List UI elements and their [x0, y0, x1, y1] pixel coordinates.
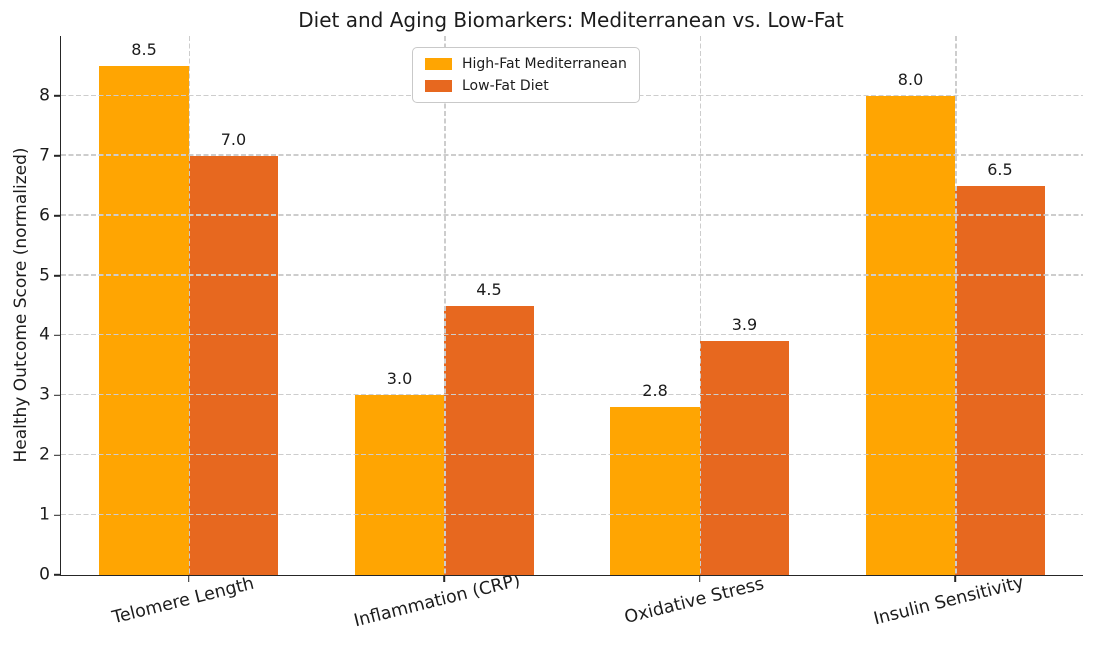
x-category-label: Insulin Sensitivity: [871, 572, 1027, 630]
bar-series1: [865, 95, 956, 575]
x-category-label: Inflammation (CRP): [352, 570, 523, 632]
bar-value-label: 3.0: [386, 369, 413, 389]
y-tick-mark: [54, 334, 61, 337]
bar-series1: [610, 407, 700, 575]
bar-value-label: 8.5: [131, 39, 157, 59]
y-tick-mark: [54, 394, 61, 397]
y-tick-mark: [54, 274, 61, 277]
chart-title: Diet and Aging Biomarkers: Mediterranean…: [298, 8, 844, 32]
y-tick-label: 1: [39, 504, 50, 525]
y-tick-label: 4: [39, 324, 50, 345]
y-tick-label: 5: [39, 265, 50, 286]
bar-series1: [99, 65, 189, 575]
y-tick-mark: [54, 154, 61, 157]
bar-series2: [699, 341, 790, 575]
legend: High-Fat Mediterranean Low-Fat Diet: [412, 47, 640, 103]
y-axis-label: Healthy Outcome Score (normalized): [11, 147, 31, 463]
y-tick-mark: [54, 95, 61, 97]
y-tick-label: 6: [39, 205, 50, 226]
bar-series2: [955, 185, 1045, 575]
x-tick-mark: [698, 575, 701, 582]
y-tick-label: 0: [39, 564, 50, 585]
bar-value-label: 7.0: [220, 129, 247, 149]
bar-value-label: 8.0: [897, 69, 924, 89]
legend-swatch-icon: [425, 58, 452, 70]
bar-series2: [188, 155, 279, 575]
bar-value-label: 2.8: [642, 381, 668, 401]
y-tick-label: 2: [39, 444, 50, 465]
y-tick-label: 3: [39, 384, 50, 405]
bar-value-label: 4.5: [476, 279, 502, 299]
x-category-label: Telomere Length: [109, 573, 256, 629]
bar-series1: [354, 395, 445, 575]
plot-area: 0 1 2 3 4 5 6 7 8 Telomere Length Inflammation (CR…: [39, 36, 1083, 631]
bar-value-label: 6.5: [987, 159, 1013, 179]
x-tick-mark: [443, 575, 446, 582]
y-tick-mark: [54, 574, 61, 576]
legend-swatch-icon: [425, 80, 452, 92]
y-tick-label: 7: [39, 145, 50, 166]
legend-label: High-Fat Mediterranean: [462, 56, 627, 72]
x-tick-mark: [954, 575, 957, 582]
y-tick-mark: [54, 214, 61, 217]
y-tick-mark: [54, 514, 61, 516]
legend-item: Low-Fat Diet: [425, 78, 627, 94]
bar-series2: [444, 305, 534, 575]
x-tick-mark: [187, 575, 190, 582]
legend-item: High-Fat Mediterranean: [425, 56, 627, 72]
y-tick-mark: [54, 454, 61, 457]
legend-label: Low-Fat Diet: [462, 78, 549, 94]
y-tick-label: 8: [39, 85, 50, 106]
bar-value-label: 3.9: [731, 315, 758, 335]
x-category-label: Oxidative Stress: [622, 573, 766, 629]
